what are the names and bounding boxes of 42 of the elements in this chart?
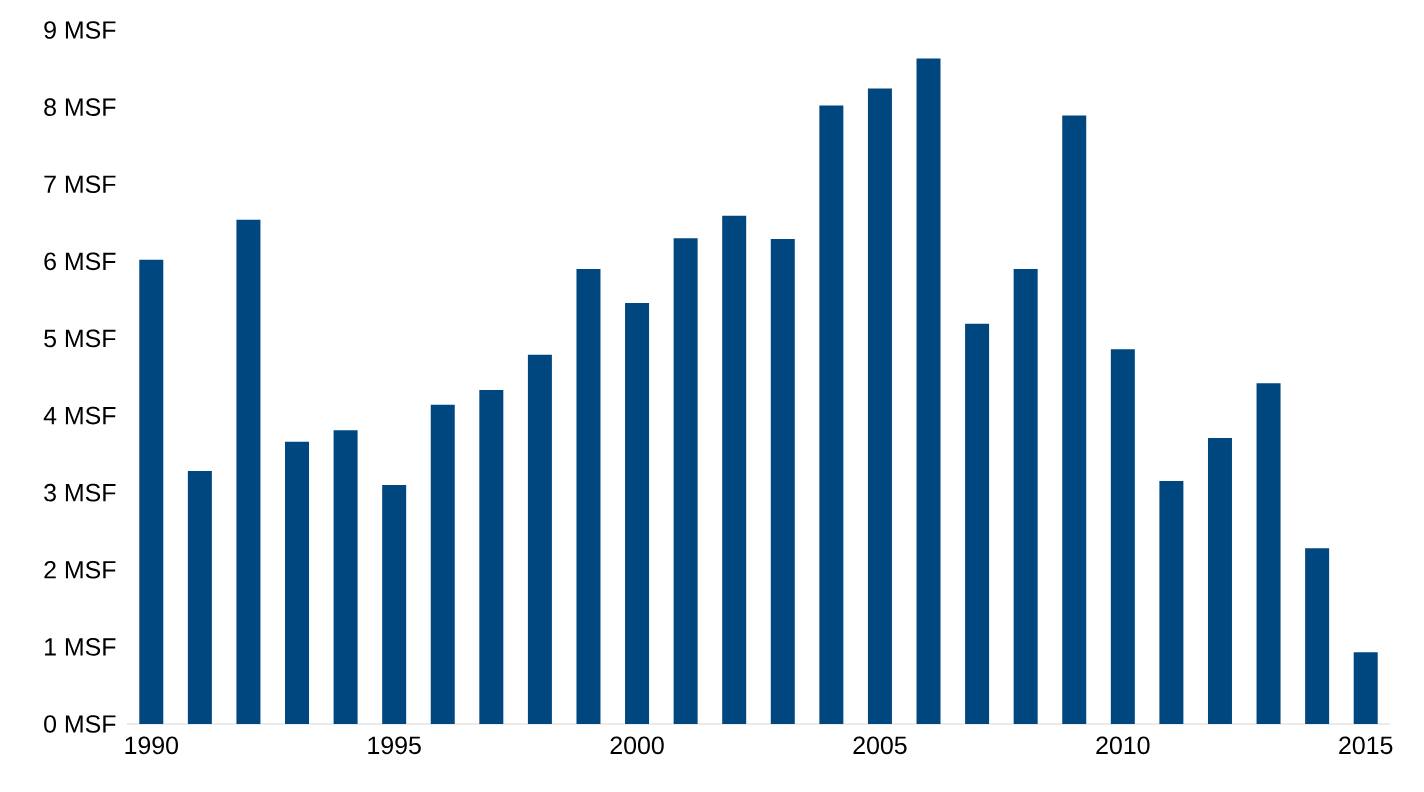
bar	[236, 219, 261, 724]
bar	[187, 471, 212, 724]
bar	[965, 323, 990, 724]
bar	[1110, 349, 1135, 724]
bar	[527, 354, 552, 724]
y-tick-label: 1 MSF	[45, 638, 116, 656]
bar	[867, 88, 892, 724]
bar	[1159, 481, 1184, 724]
y-tick-label: 8 MSF	[44, 98, 116, 116]
bar	[576, 269, 601, 724]
x-tick-label: 2015	[1339, 736, 1393, 755]
y-tick-label: 0 MSF	[44, 715, 116, 733]
bar	[139, 259, 164, 724]
bar	[916, 58, 941, 724]
bar	[1207, 437, 1232, 724]
bar	[479, 390, 504, 724]
bar	[430, 404, 455, 724]
bar	[722, 215, 747, 724]
bar	[1353, 652, 1378, 724]
bar	[1062, 115, 1087, 724]
bar	[1305, 548, 1330, 724]
y-tick-label: 6 MSF	[44, 252, 116, 271]
bar	[673, 238, 698, 724]
y-tick-label: 2 MSF	[44, 560, 116, 579]
bar	[285, 441, 310, 724]
bar	[770, 238, 795, 724]
x-tick-label: 1995	[368, 736, 421, 755]
y-tick-label: 3 MSF	[44, 483, 116, 502]
bar	[333, 430, 358, 724]
x-tick-label: 2005	[853, 736, 907, 755]
y-tick-label: 5 MSF	[44, 329, 116, 348]
y-tick-label: 7 MSF	[44, 175, 116, 194]
bar	[819, 105, 844, 724]
bar	[1013, 269, 1038, 724]
x-tick-label: 2000	[610, 736, 664, 755]
y-tick-label: 4 MSF	[43, 406, 116, 425]
x-tick-label: 1990	[125, 736, 178, 755]
y-tick-label: 9 MSF	[44, 21, 116, 39]
bar	[1256, 383, 1281, 724]
x-tick-label: 2010	[1096, 736, 1150, 755]
bar	[382, 484, 407, 724]
bar	[625, 302, 650, 724]
